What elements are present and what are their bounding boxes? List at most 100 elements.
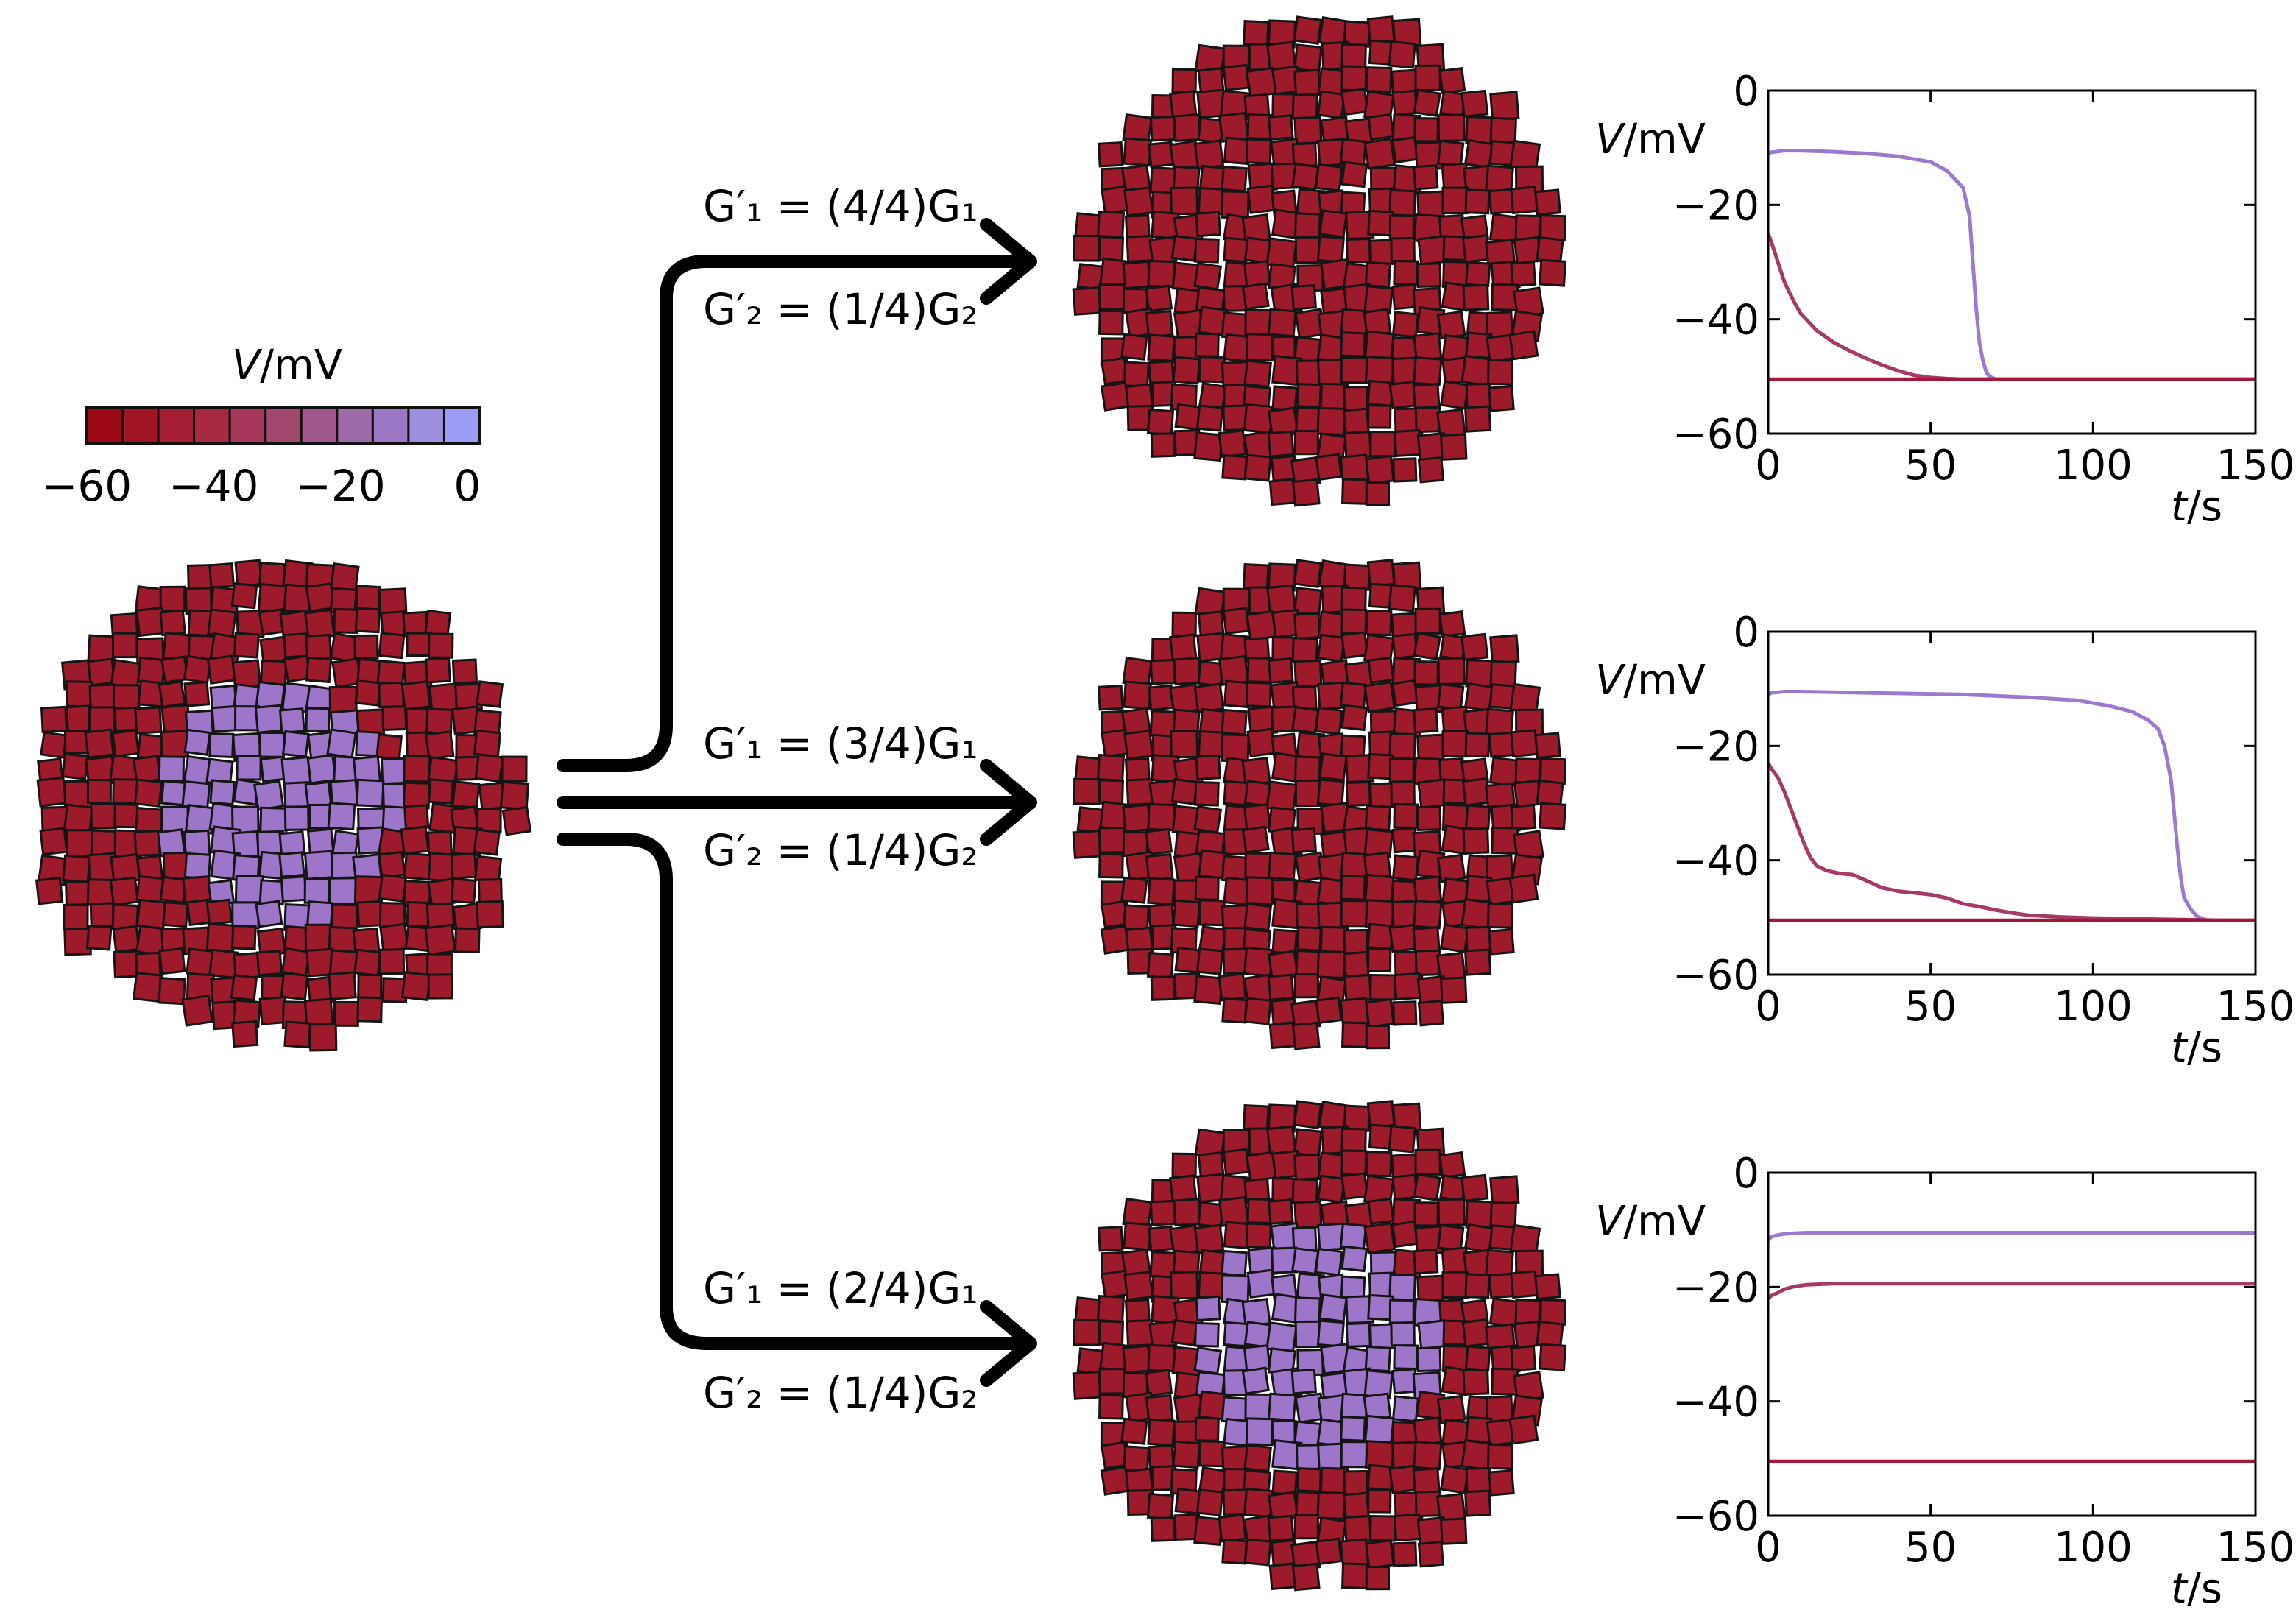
tissue-cell (1267, 657, 1294, 685)
series-line (1766, 762, 2256, 922)
tissue-cell (400, 825, 430, 855)
colorbar-swatch (371, 406, 410, 445)
tissue-cell (1097, 141, 1124, 168)
tissue-cell (1100, 1466, 1131, 1496)
y-axis-unit: /mV (1623, 1198, 1706, 1246)
tissue-cell (162, 901, 189, 928)
tissue-cell (1488, 1297, 1520, 1328)
tissue-cell (255, 950, 283, 977)
tissue-cell (1345, 780, 1371, 807)
tissue-cell (1242, 1103, 1270, 1131)
tissue-cell (354, 679, 382, 707)
tissue-cell (35, 877, 64, 905)
tissue-cell (1464, 1273, 1491, 1299)
y-tick-label: −20 (1672, 1264, 1759, 1312)
tissue-cell (234, 875, 264, 904)
x-tick-label: 50 (1904, 1524, 1957, 1572)
x-tick-label: 100 (2054, 442, 2133, 490)
tissue-cell (1414, 406, 1442, 434)
tissue-cell (1388, 584, 1416, 612)
tissue-cell (1193, 139, 1225, 170)
tissue-cell (473, 828, 501, 856)
colorbar-swatches (85, 406, 481, 445)
tissue-cell (1242, 562, 1270, 590)
tissue-cell (40, 705, 68, 733)
tissue-cell (474, 753, 504, 783)
tissue-cell (1222, 1148, 1250, 1176)
tissue-cell (1193, 261, 1223, 291)
tissue-cell (1367, 656, 1395, 684)
tissue-cell (304, 923, 333, 952)
tissue-cell (426, 830, 453, 857)
tissue-cell (1098, 236, 1125, 262)
tissue-cell (1369, 430, 1396, 458)
tissue-cell (1340, 586, 1367, 613)
tissue-cell (86, 878, 115, 907)
tissue-cell (375, 733, 403, 760)
tissue-cell (1391, 1220, 1419, 1249)
tissue-cell (1367, 1197, 1395, 1225)
tissue-cell (1534, 188, 1561, 216)
tissue-cell (1245, 138, 1272, 165)
tissue-cell (1417, 1000, 1445, 1027)
tissue-cell (501, 805, 532, 836)
arrow-3-head (980, 1300, 1037, 1387)
tissue-cell (1218, 972, 1247, 1002)
tissue-cell (1488, 1272, 1515, 1299)
y-axis-label: V/mV (1595, 1198, 1706, 1246)
tissue-cell (1098, 827, 1126, 854)
tissue-cell (1510, 804, 1537, 831)
tissue-cell (1340, 900, 1368, 928)
tissue-cell (65, 880, 91, 906)
colorbar-swatch (264, 406, 303, 445)
tissue-cell (1440, 976, 1468, 1004)
tissue-cell (1394, 428, 1422, 458)
tissue-cell (1413, 1441, 1443, 1471)
tissue-cell (1194, 237, 1220, 264)
tissue-cell (353, 948, 382, 977)
colorbar-frame (85, 406, 481, 445)
tissue-cell (158, 947, 186, 975)
tissue-cell (1413, 1173, 1441, 1201)
tissue-result-2 (1072, 559, 1567, 1050)
tissue-cell (450, 877, 477, 905)
tissue-cell (1438, 1151, 1466, 1179)
tissue-cell (1097, 1226, 1124, 1252)
tissue-cell (1417, 1541, 1445, 1568)
y-tick-label: −40 (1672, 1379, 1759, 1427)
tissue-cell (1488, 731, 1515, 758)
tissue-cell (158, 755, 186, 783)
tissue-cell (1170, 234, 1198, 262)
tissue-cell (66, 680, 93, 708)
tissue-cell (1293, 15, 1323, 45)
tissue-cell (1413, 1416, 1443, 1447)
tissue-cell (1365, 997, 1395, 1028)
tissue-cell (1245, 333, 1274, 362)
tissue-result-1 (1072, 15, 1567, 507)
tissue-cell (1221, 454, 1248, 481)
tissue-cell (259, 635, 289, 665)
tissue-cell (378, 948, 406, 975)
tissue-cell (1539, 1343, 1567, 1371)
tissue-cell (1390, 236, 1416, 263)
tissue-cell (1364, 1345, 1392, 1373)
tissue-cell (1293, 1100, 1323, 1129)
arrow-labels: G′₁ = (4/4)G₁ G′₂ = (1/4)G₂ G′₁ = (3/4)G… (703, 181, 978, 1418)
tissue-cell (1343, 431, 1372, 459)
tissue-cell (1218, 1196, 1249, 1227)
tissue-cell (1098, 779, 1125, 805)
tissue-cell (451, 658, 478, 685)
tissue-cell (1123, 361, 1151, 389)
tissue-cell (1197, 187, 1226, 216)
tissue-cell (62, 854, 91, 884)
tissue-cell (1267, 1514, 1295, 1542)
tissue-cell (1363, 330, 1395, 361)
tissue-cell (1098, 1368, 1126, 1395)
arrow-2-head (980, 759, 1037, 846)
tissue-cell (1291, 478, 1321, 507)
tissue-cell (1246, 66, 1278, 99)
tissue-cell (1195, 404, 1224, 432)
tissue-cell (234, 559, 263, 588)
tissue-cell (381, 705, 408, 732)
tissue-cell (1316, 778, 1345, 807)
